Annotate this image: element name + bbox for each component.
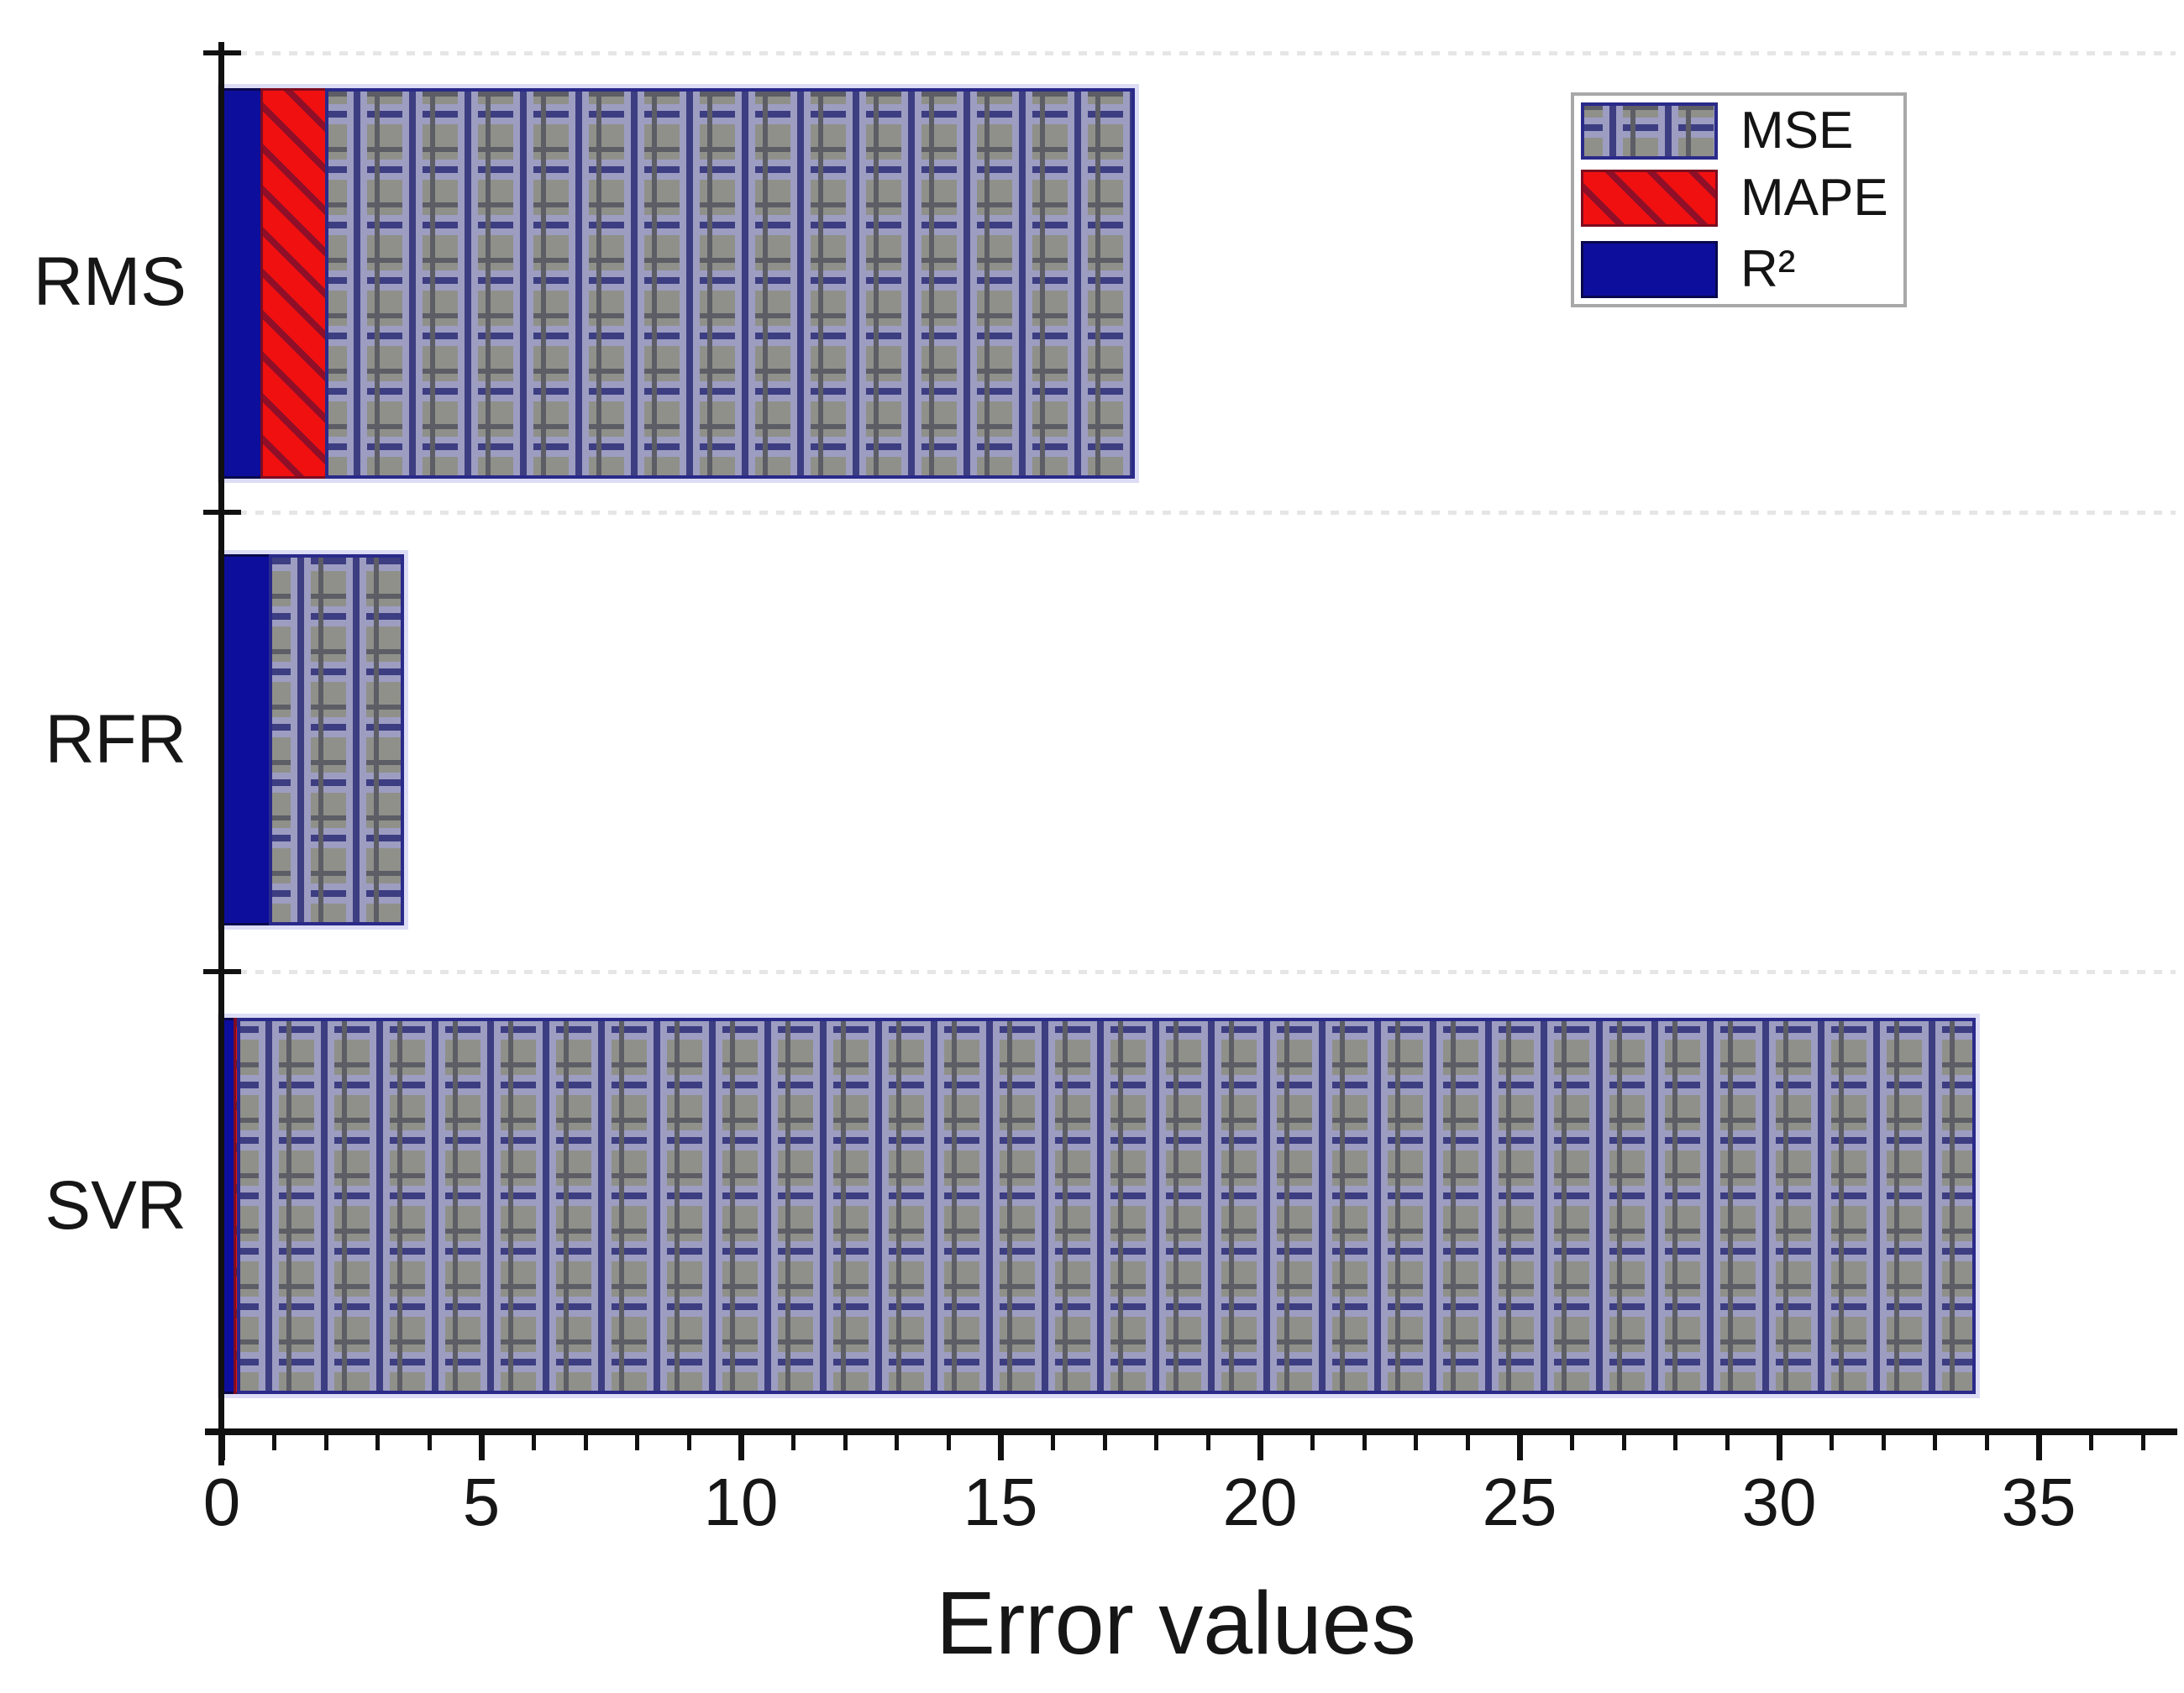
x-minor-tick xyxy=(1985,1435,1989,1450)
category-label-svr: SVR xyxy=(45,1167,186,1244)
gridline-dotted xyxy=(222,970,2176,974)
x-axis-line xyxy=(205,1428,2177,1435)
legend-label-mape: MAPE xyxy=(1740,169,1888,227)
x-minor-tick xyxy=(1103,1435,1107,1450)
x-axis-title: Error values xyxy=(936,1574,1416,1673)
x-minor-tick xyxy=(1362,1435,1367,1450)
x-major-tick xyxy=(1257,1435,1263,1460)
x-major-tick xyxy=(738,1435,744,1460)
bar-rms xyxy=(222,88,1135,479)
x-major-tick xyxy=(998,1435,1004,1460)
x-major-tick xyxy=(1777,1435,1782,1460)
bar-svr xyxy=(222,1018,1976,1394)
legend-box: MSE MAPE R² xyxy=(1571,92,1907,307)
x-tick-label: 20 xyxy=(1222,1465,1298,1539)
x-minor-tick xyxy=(1933,1435,1937,1450)
category-label-rfr: RFR xyxy=(45,701,186,778)
x-minor-tick xyxy=(1051,1435,1055,1450)
gridline-dotted xyxy=(222,511,2176,515)
x-major-tick xyxy=(2036,1435,2042,1460)
x-minor-tick xyxy=(843,1435,848,1450)
x-minor-tick xyxy=(272,1435,276,1450)
x-tick-label: 0 xyxy=(202,1465,241,1539)
x-minor-tick xyxy=(1414,1435,1418,1450)
legend-label-r2: R² xyxy=(1740,240,1796,298)
x-tick-label: 5 xyxy=(462,1465,501,1539)
x-minor-tick xyxy=(1725,1435,1730,1450)
legend-swatch-r2 xyxy=(1581,241,1718,298)
x-minor-tick xyxy=(1882,1435,1886,1450)
segment-r2-rms xyxy=(222,88,263,479)
x-tick-label: 15 xyxy=(963,1465,1038,1539)
legend-label-mse: MSE xyxy=(1740,102,1854,160)
x-minor-tick xyxy=(635,1435,639,1450)
gridline-dotted xyxy=(222,51,2176,55)
x-minor-tick xyxy=(532,1435,536,1450)
x-major-tick xyxy=(1517,1435,1523,1460)
x-minor-tick xyxy=(791,1435,795,1450)
x-minor-tick xyxy=(947,1435,951,1450)
x-minor-tick xyxy=(1466,1435,1470,1450)
x-tick-label: 25 xyxy=(1482,1465,1557,1539)
legend-swatch-mape xyxy=(1581,170,1718,227)
x-major-tick xyxy=(479,1435,485,1460)
legend-swatch-mse xyxy=(1581,102,1718,160)
x-tick-label: 30 xyxy=(1741,1465,1817,1539)
x-minor-tick xyxy=(1154,1435,1158,1450)
x-tick-label: 10 xyxy=(703,1465,779,1539)
x-minor-tick xyxy=(1206,1435,1210,1450)
legend-entry-mape: MAPE xyxy=(1581,170,1888,227)
x-minor-tick xyxy=(2141,1435,2145,1450)
segment-mse-svr xyxy=(237,1018,1976,1394)
segment-mse-rfr xyxy=(269,554,404,925)
x-minor-tick xyxy=(1570,1435,1574,1450)
x-minor-tick xyxy=(895,1435,899,1450)
category-label-rms: RMS xyxy=(33,244,186,320)
legend-entry-r2: R² xyxy=(1581,241,1795,298)
x-minor-tick xyxy=(1673,1435,1677,1450)
segment-mse-rms xyxy=(325,88,1135,479)
x-minor-tick xyxy=(324,1435,328,1450)
legend-entry-mse: MSE xyxy=(1581,102,1853,160)
x-minor-tick xyxy=(375,1435,380,1450)
y-axis-line xyxy=(218,42,224,1465)
x-minor-tick xyxy=(428,1435,432,1450)
x-minor-tick xyxy=(2089,1435,2093,1450)
x-minor-tick xyxy=(584,1435,588,1450)
x-tick-label: 35 xyxy=(2001,1465,2076,1539)
x-minor-tick xyxy=(1310,1435,1315,1450)
segment-mape-rms xyxy=(260,88,328,479)
segment-r2-rfr xyxy=(222,554,271,925)
x-minor-tick xyxy=(1830,1435,1834,1450)
x-minor-tick xyxy=(1622,1435,1626,1450)
bar-rfr xyxy=(222,554,404,925)
x-minor-tick xyxy=(687,1435,691,1450)
